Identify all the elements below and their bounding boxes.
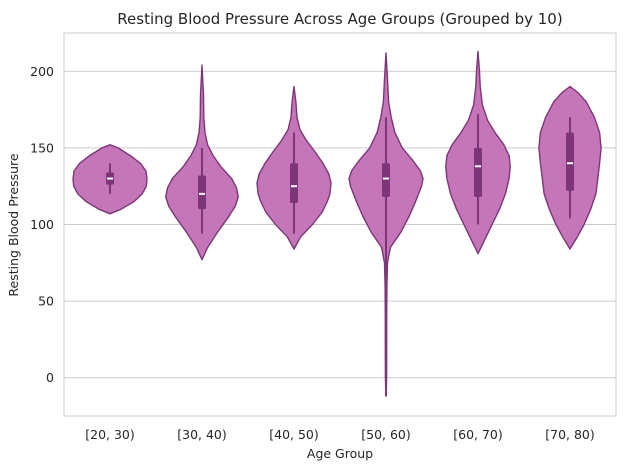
violin-iqr-box: [198, 175, 206, 210]
x-tick-label: [30, 40): [177, 427, 227, 442]
chart-title: Resting Blood Pressure Across Age Groups…: [117, 10, 562, 28]
x-tick-label: [50, 60): [361, 427, 411, 442]
y-tick-label: 100: [30, 217, 54, 232]
y-tick-label: 150: [30, 140, 54, 155]
x-axis-label: Age Group: [307, 446, 373, 461]
y-tick-label: 200: [30, 64, 54, 79]
violin-iqr-box: [566, 132, 574, 191]
violin-iqr-box: [290, 163, 298, 204]
x-tick-labels: [20, 30) [30, 40) [40, 50) [50, 60) [60, 70)…: [85, 427, 595, 442]
x-tick-label: [60, 70): [453, 427, 503, 442]
x-tick-label: [40, 50): [269, 427, 319, 442]
x-tick-label: [20, 30): [85, 427, 135, 442]
plot-area-frame: [63, 32, 617, 417]
violin-iqr-box: [382, 163, 390, 197]
x-tick-label: [70, 80): [545, 427, 595, 442]
violin-iqr-box: [474, 147, 482, 197]
y-tick-label: 50: [38, 294, 54, 309]
y-axis-label: Resting Blood Pressure: [6, 153, 21, 296]
y-tick-label: 0: [46, 370, 54, 385]
y-tick-labels: 0 50 100 150 200: [30, 64, 54, 385]
gridlines: [64, 70, 616, 379]
violins: [72, 50, 602, 397]
